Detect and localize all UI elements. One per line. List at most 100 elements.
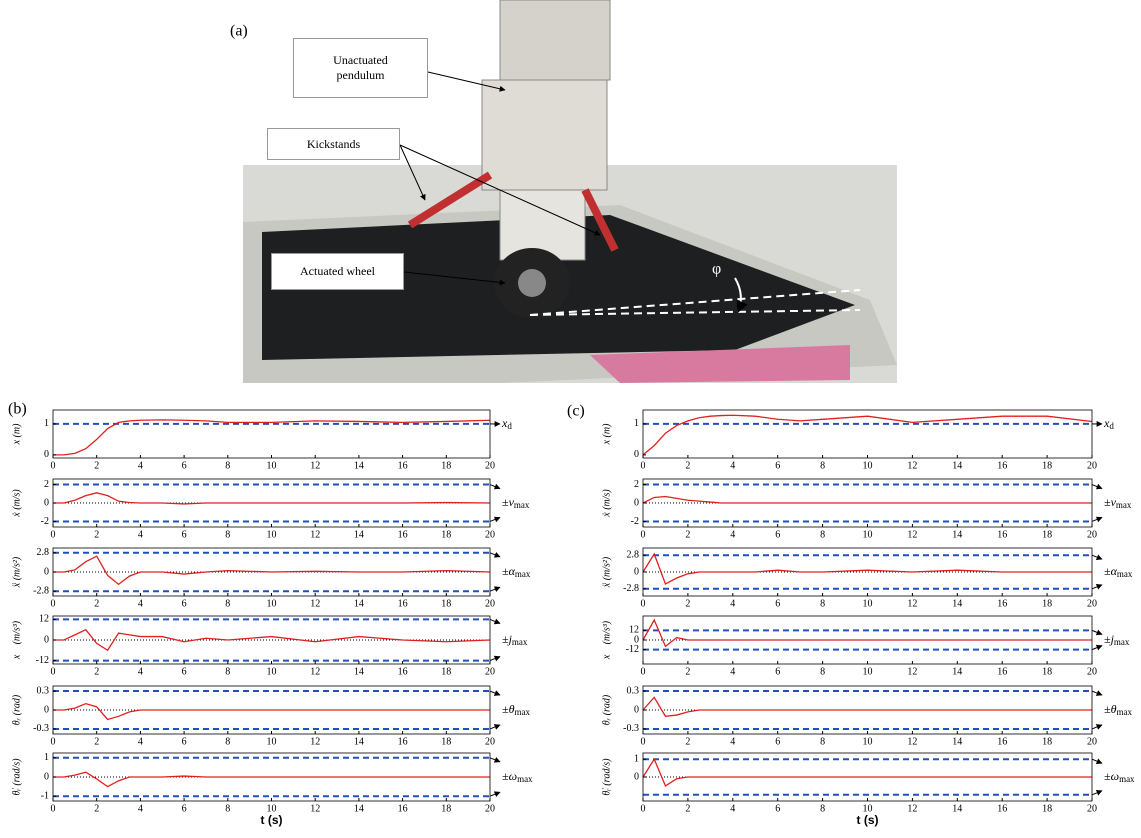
x-tick-label: 4	[138, 460, 143, 471]
annotation: ±θmax	[502, 702, 530, 717]
x-tick-label: 12	[310, 598, 320, 609]
x-tick-label: 8	[820, 736, 825, 747]
x-tick-label: 0	[51, 736, 56, 747]
bound-arrow	[490, 657, 500, 661]
bound-arrow	[490, 691, 500, 695]
x-tick-label: 4	[730, 460, 735, 471]
x-tick-label: 4	[730, 803, 735, 814]
bound-arrow	[490, 587, 500, 591]
y-tick-label: 2.8	[627, 549, 640, 560]
data-line	[53, 556, 490, 584]
y-axis-label: θ̇ᵣ (rad/s)	[11, 758, 22, 796]
x-axis-label: t (s)	[857, 813, 879, 827]
x-tick-label: 14	[952, 598, 962, 609]
x-tick-label: 2	[94, 598, 99, 609]
annotation-base: ±α	[502, 564, 516, 578]
x-tick-label: 4	[730, 666, 735, 677]
x-tick-label: 16	[398, 598, 408, 609]
x-tick-label: 20	[1087, 529, 1097, 540]
x-tick-label: 8	[820, 460, 825, 471]
data-line	[643, 759, 1092, 786]
bound-arrow	[1092, 646, 1102, 650]
bound-arrow	[490, 553, 500, 557]
x-tick-label: 0	[641, 666, 646, 677]
bound-arrow	[490, 517, 500, 521]
x-tick-label: 14	[952, 736, 962, 747]
data-line	[643, 620, 1092, 646]
bound-arrow	[490, 619, 500, 623]
x-tick-label: 6	[775, 598, 780, 609]
bound-arrow	[1092, 630, 1102, 634]
x-tick-label: 12	[907, 460, 917, 471]
annotation-sub: max	[517, 774, 533, 784]
x-tick-label: 12	[310, 460, 320, 471]
x-tick-label: 10	[863, 529, 873, 540]
x-tick-label: 16	[997, 666, 1007, 677]
annotation-base: ±θ	[502, 702, 515, 716]
x-tick-label: 4	[138, 529, 143, 540]
x-tick-label: 0	[641, 460, 646, 471]
annotation: ±ωmax	[502, 769, 533, 784]
panel-label: (c)	[567, 403, 585, 420]
x-tick-label: 6	[182, 736, 187, 747]
bound-arrow	[490, 485, 500, 489]
x-tick-label: 12	[310, 736, 320, 747]
x-tick-label: 16	[997, 598, 1007, 609]
x-tick-label: 12	[907, 736, 917, 747]
x-tick-label: 0	[641, 736, 646, 747]
bound-arrow	[1092, 517, 1102, 521]
x-tick-label: 18	[1042, 598, 1052, 609]
x-tick-label: 20	[485, 736, 495, 747]
x-tick-label: 18	[441, 598, 451, 609]
x-tick-label: 0	[641, 598, 646, 609]
annotation: ±jmax	[502, 632, 528, 647]
y-tick-label: 12	[629, 625, 639, 636]
annotation-base: ±θ	[1104, 702, 1117, 716]
y-tick-label: -0.3	[33, 723, 49, 734]
y-tick-label: 2	[634, 479, 639, 490]
x-tick-label: 4	[730, 736, 735, 747]
annotation-sub: max	[1114, 637, 1130, 647]
x-tick-label: 6	[182, 666, 187, 677]
x-tick-label: 14	[952, 460, 962, 471]
y-axis-label: x (m)	[601, 423, 612, 445]
x-tick-label: 10	[267, 460, 277, 471]
y-tick-label: 0	[634, 566, 639, 577]
x-tick-label: 2	[685, 529, 690, 540]
x-tick-label: 20	[485, 803, 495, 814]
x-tick-label: 2	[94, 666, 99, 677]
bound-arrow	[490, 725, 500, 729]
annotation-sub: max	[512, 637, 528, 647]
x-tick-label: 8	[225, 460, 230, 471]
x-tick-label: 18	[1042, 736, 1052, 747]
annotation-sub: max	[1116, 500, 1132, 510]
x-tick-label: 8	[225, 666, 230, 677]
y-tick-label: 2	[44, 479, 49, 490]
x-tick-label: 12	[310, 803, 320, 814]
annotation-base: ±ω	[502, 769, 517, 783]
bound-arrow	[1092, 691, 1102, 695]
x-tick-label: 14	[354, 598, 364, 609]
x-tick-label: 2	[685, 803, 690, 814]
x-tick-label: 18	[441, 460, 451, 471]
y-tick-label: -2.8	[623, 583, 639, 594]
y-axis-label: θ̇ᵣ (rad/s)	[601, 758, 612, 796]
data-line	[643, 415, 1092, 455]
x-tick-label: 4	[138, 803, 143, 814]
x-tick-label: 2	[685, 598, 690, 609]
y-tick-label: 12	[39, 614, 49, 625]
y-axis-label: ẍ (m/s²)	[601, 556, 612, 588]
data-line	[53, 420, 490, 455]
x-tick-label: 14	[354, 460, 364, 471]
x-tick-label: 8	[225, 529, 230, 540]
x-tick-label: 6	[182, 598, 187, 609]
y-tick-label: -12	[36, 655, 49, 666]
bound-arrow	[490, 792, 500, 796]
data-line	[53, 772, 490, 786]
x-tick-label: 0	[51, 529, 56, 540]
x-tick-label: 16	[398, 529, 408, 540]
x-tick-label: 10	[267, 529, 277, 540]
photo-label: Kickstands	[267, 128, 400, 160]
x-tick-label: 2	[94, 736, 99, 747]
x-tick-label: 6	[182, 529, 187, 540]
